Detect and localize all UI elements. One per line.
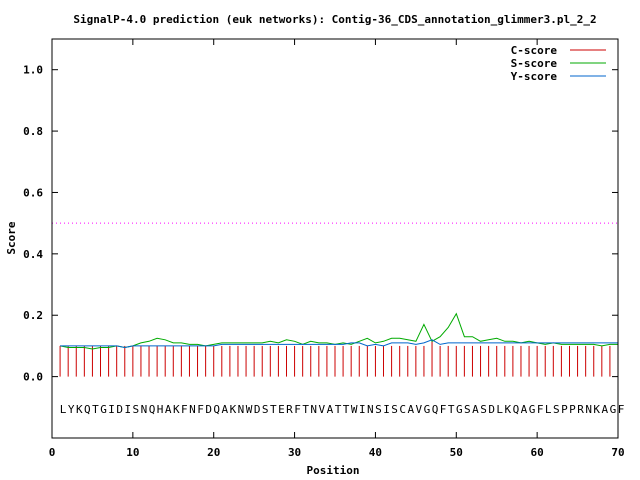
sequence-residue: A xyxy=(472,403,479,416)
sequence-residue: T xyxy=(343,403,350,416)
s-scoreline xyxy=(60,312,618,350)
sequence-residue: W xyxy=(351,403,358,416)
sequence-residue: N xyxy=(585,403,592,416)
sequence-residue: T xyxy=(270,403,277,416)
sequence-residue: I xyxy=(108,403,115,416)
sequence-residue: K xyxy=(173,403,180,416)
sequence-residue: W xyxy=(246,403,253,416)
sequence-residue: D xyxy=(205,403,212,416)
legend-label: Y-score xyxy=(511,70,558,83)
sequence-residue: R xyxy=(577,403,584,416)
sequence-residue: T xyxy=(92,403,99,416)
x-tick-label: 0 xyxy=(49,446,56,459)
sequence-residue: I xyxy=(383,403,390,416)
sequence-residue: N xyxy=(367,403,374,416)
x-tick-label: 20 xyxy=(207,446,220,459)
sequence-residue: F xyxy=(197,403,204,416)
sequence-residue: F xyxy=(181,403,188,416)
sequence-residue: A xyxy=(165,403,172,416)
sequence-residue: G xyxy=(424,403,431,416)
sequence-residue: N xyxy=(310,403,317,416)
sequence-residue: A xyxy=(407,403,414,416)
sequence-residue: S xyxy=(480,403,487,416)
sequence-residue: T xyxy=(335,403,342,416)
legend-label: C-score xyxy=(511,44,558,57)
sequence-residue: F xyxy=(537,403,544,416)
sequence-residue: R xyxy=(286,403,293,416)
sequence-residue: D xyxy=(488,403,495,416)
sequence-residue: I xyxy=(124,403,131,416)
sequence-residue: L xyxy=(60,403,67,416)
sequence-residue: A xyxy=(327,403,334,416)
plot-frame xyxy=(51,38,619,439)
sequence-residue: K xyxy=(504,403,511,416)
sequence-residue: H xyxy=(157,403,164,416)
sequence-residue: S xyxy=(133,403,140,416)
sequence-residue: V xyxy=(416,403,423,416)
sequence-residue: S xyxy=(391,403,398,416)
sequence-residue: L xyxy=(545,403,552,416)
sequence-residue: I xyxy=(359,403,366,416)
y-tick-label: 1.0 xyxy=(23,64,43,77)
sequence-residue: E xyxy=(278,403,285,416)
sequence-residue: L xyxy=(496,403,503,416)
x-tick-label: 60 xyxy=(531,446,544,459)
sequence-residue: F xyxy=(294,403,301,416)
sequence-residue: Q xyxy=(84,403,91,416)
x-tick-label: 50 xyxy=(450,446,463,459)
chart-title: SignalP-4.0 prediction (euk networks): C… xyxy=(73,13,596,26)
sequence-residue: D xyxy=(254,403,261,416)
x-tick-label: 40 xyxy=(369,446,382,459)
y-scoreline xyxy=(60,339,618,349)
y-tick-label: 0.8 xyxy=(23,125,43,138)
sequence-residue: Q xyxy=(213,403,220,416)
sequence-residue: D xyxy=(116,403,123,416)
sequence-residue: F xyxy=(440,403,447,416)
sequence-residue: S xyxy=(464,403,471,416)
sequence-residue: T xyxy=(448,403,455,416)
sequence-residue: G xyxy=(529,403,536,416)
sequence-residue: K xyxy=(593,403,600,416)
sequence-residue: K xyxy=(230,403,237,416)
sequence-residue: K xyxy=(76,403,83,416)
sequence-residue: Q xyxy=(149,403,156,416)
sequence-residue: N xyxy=(141,403,148,416)
sequence-residue: G xyxy=(610,403,617,416)
sequence-residue: Q xyxy=(513,403,520,416)
sequence-residue: A xyxy=(602,403,609,416)
x-tick-label: 10 xyxy=(126,446,139,459)
sequence-residue: F xyxy=(618,403,625,416)
legend-label: S-score xyxy=(511,57,558,70)
sequence-residue: S xyxy=(375,403,382,416)
sequence-residue: N xyxy=(189,403,196,416)
sequence-residue: V xyxy=(319,403,326,416)
y-tick-label: 0.6 xyxy=(23,186,43,199)
sequence-residue: A xyxy=(221,403,228,416)
sequence-residue: G xyxy=(456,403,463,416)
y-tick-label: 0.2 xyxy=(23,309,43,322)
sequence-residue: Q xyxy=(432,403,439,416)
y-tick-label: 0.0 xyxy=(23,371,43,384)
x-tick-label: 30 xyxy=(288,446,301,459)
x-axis-label: Position xyxy=(307,464,360,477)
y-tick-label: 0.4 xyxy=(23,248,43,261)
sequence-residue: A xyxy=(521,403,528,416)
sequence-residue: T xyxy=(302,403,309,416)
sequence-residue: G xyxy=(100,403,107,416)
sequence-residue: N xyxy=(238,403,245,416)
sequence-residue: S xyxy=(553,403,560,416)
sequence-residue: S xyxy=(262,403,269,416)
x-tick-label: 70 xyxy=(611,446,624,459)
sequence-residue: C xyxy=(399,403,406,416)
sequence-residue: P xyxy=(569,403,576,416)
sequence-residue: Y xyxy=(68,403,75,416)
y-axis-label: Score xyxy=(5,221,18,254)
sequence-residue: P xyxy=(561,403,568,416)
